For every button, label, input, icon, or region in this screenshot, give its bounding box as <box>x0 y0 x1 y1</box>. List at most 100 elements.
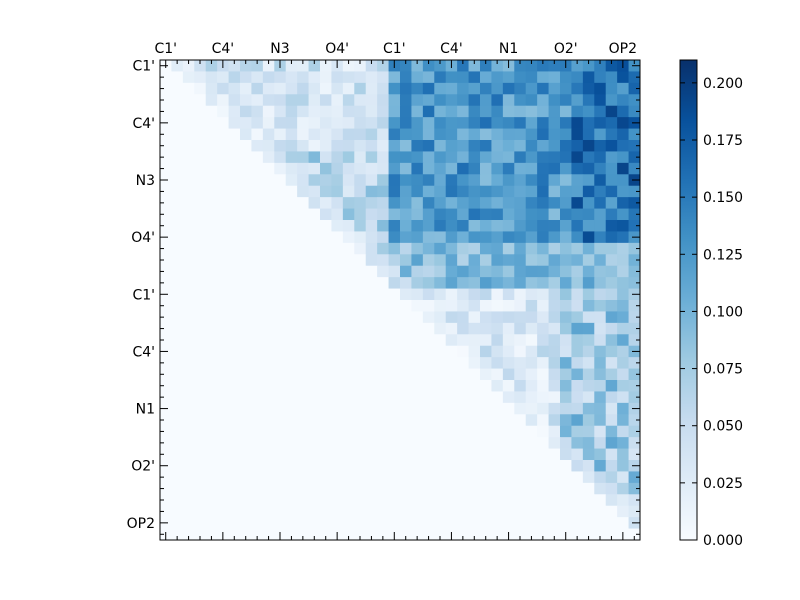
heatmap-cell <box>285 322 298 335</box>
heatmap-cell <box>354 402 367 415</box>
heatmap-cell <box>628 254 641 267</box>
heatmap-cell <box>411 437 424 449</box>
heatmap-cell <box>400 311 412 324</box>
heatmap-cell <box>171 471 184 484</box>
heatmap-cell <box>365 380 378 392</box>
heatmap-cell <box>548 220 561 232</box>
heatmap-cell <box>342 140 355 152</box>
heatmap-cell <box>205 380 218 392</box>
heatmap-cell <box>457 82 469 95</box>
heatmap-cell <box>400 140 412 152</box>
heatmap-cell <box>468 460 481 472</box>
heatmap-cell <box>217 94 229 107</box>
heatmap-cell <box>365 494 378 507</box>
heatmap-cell <box>297 151 309 164</box>
heatmap-cell <box>594 105 607 118</box>
heatmap-cell <box>400 197 412 209</box>
heatmap-cell <box>228 357 241 369</box>
heatmap-cell <box>377 300 389 312</box>
heatmap-cell <box>285 208 298 221</box>
heatmap-cell <box>491 322 504 335</box>
heatmap-cell <box>262 151 275 164</box>
heatmap-cell <box>365 482 378 495</box>
heatmap-cell <box>262 254 275 267</box>
heatmap-cell <box>262 460 275 472</box>
heatmap-cell <box>205 82 218 95</box>
heatmap-cell <box>205 471 218 484</box>
heatmap-cell <box>400 220 412 232</box>
heatmap-cell <box>377 220 389 232</box>
heatmap-cell <box>434 208 447 221</box>
heatmap-cell <box>297 242 309 255</box>
plot-frame <box>159 59 641 541</box>
heatmap-cell <box>285 162 298 175</box>
heatmap-cell <box>525 482 538 495</box>
heatmap-cell <box>617 368 629 381</box>
heatmap-cell <box>342 265 355 278</box>
heatmap-cell <box>628 220 641 232</box>
heatmap-cell <box>354 71 367 84</box>
heatmap-cell <box>571 231 584 244</box>
heatmap-cell <box>480 505 492 518</box>
heatmap-cell <box>468 494 481 507</box>
heatmap-cell <box>548 368 561 381</box>
heatmap-cell <box>434 357 447 369</box>
heatmap-cell <box>605 448 618 461</box>
heatmap-cell <box>240 380 252 392</box>
heatmap-cell <box>582 94 595 107</box>
heatmap-cell <box>605 334 618 347</box>
heatmap-cell <box>411 128 424 141</box>
heatmap-cell <box>480 254 492 267</box>
heatmap-cell <box>297 231 309 244</box>
heatmap-cell <box>422 322 435 335</box>
heatmap-cell <box>480 300 492 312</box>
heatmap-cell <box>342 414 355 427</box>
heatmap-cell <box>274 414 287 427</box>
heatmap-cell <box>537 151 549 164</box>
heatmap-cell <box>571 482 584 495</box>
heatmap-cell <box>331 391 344 404</box>
heatmap-cell <box>228 174 241 187</box>
heatmap-cell <box>560 151 572 164</box>
heatmap-cell <box>331 334 344 347</box>
heatmap-cell <box>194 345 207 358</box>
heatmap-cell <box>194 437 207 449</box>
heatmap-cell <box>422 494 435 507</box>
heatmap-cell <box>457 174 469 187</box>
heatmap-cell <box>342 288 355 301</box>
heatmap-cell <box>525 231 538 244</box>
heatmap-cell <box>285 368 298 381</box>
heatmap-cell <box>274 505 287 518</box>
heatmap-cell <box>308 82 321 95</box>
x-tick-label: N3 <box>270 41 289 57</box>
heatmap-cell <box>388 448 401 461</box>
heatmap-cell <box>628 322 641 335</box>
heatmap-cell <box>365 277 378 289</box>
heatmap-cell <box>331 185 344 198</box>
heatmap-cell <box>274 254 287 267</box>
heatmap-cell <box>160 448 172 461</box>
heatmap-cell <box>308 174 321 187</box>
heatmap-cell <box>560 82 572 95</box>
heatmap-cell <box>468 448 481 461</box>
heatmap-cell <box>491 105 504 118</box>
heatmap-cell <box>525 345 538 358</box>
heatmap-cell <box>537 345 549 358</box>
heatmap-cell <box>331 448 344 461</box>
heatmap-cell <box>228 391 241 404</box>
heatmap-cell <box>251 505 264 518</box>
heatmap-cell <box>377 277 389 289</box>
heatmap-cell <box>388 140 401 152</box>
heatmap-cell <box>582 460 595 472</box>
heatmap-cell <box>582 208 595 221</box>
heatmap-cell <box>457 425 469 438</box>
heatmap-cell <box>308 185 321 198</box>
heatmap-cell <box>228 471 241 484</box>
heatmap-cell <box>628 185 641 198</box>
heatmap-cell <box>617 380 629 392</box>
heatmap-cell <box>514 448 527 461</box>
heatmap-cell <box>605 117 618 129</box>
heatmap-cell <box>502 140 515 152</box>
heatmap-cell <box>228 128 241 141</box>
heatmap-cell <box>182 391 195 404</box>
